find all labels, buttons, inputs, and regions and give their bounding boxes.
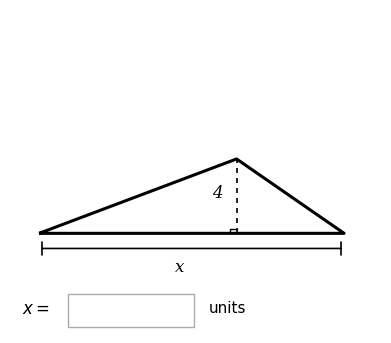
Text: x: x <box>175 259 185 276</box>
Text: units: units <box>209 301 247 317</box>
Text: The triangle shown below has an area of: The triangle shown below has an area of <box>9 13 312 28</box>
Text: $x =$: $x =$ <box>22 300 49 318</box>
Text: .: . <box>284 13 289 28</box>
Text: units: units <box>261 13 302 28</box>
Text: 4: 4 <box>212 185 222 202</box>
Text: Find the missing side.: Find the missing side. <box>6 69 194 84</box>
Text: 2: 2 <box>281 4 287 14</box>
FancyBboxPatch shape <box>68 294 194 327</box>
Text: 24: 24 <box>243 11 267 30</box>
